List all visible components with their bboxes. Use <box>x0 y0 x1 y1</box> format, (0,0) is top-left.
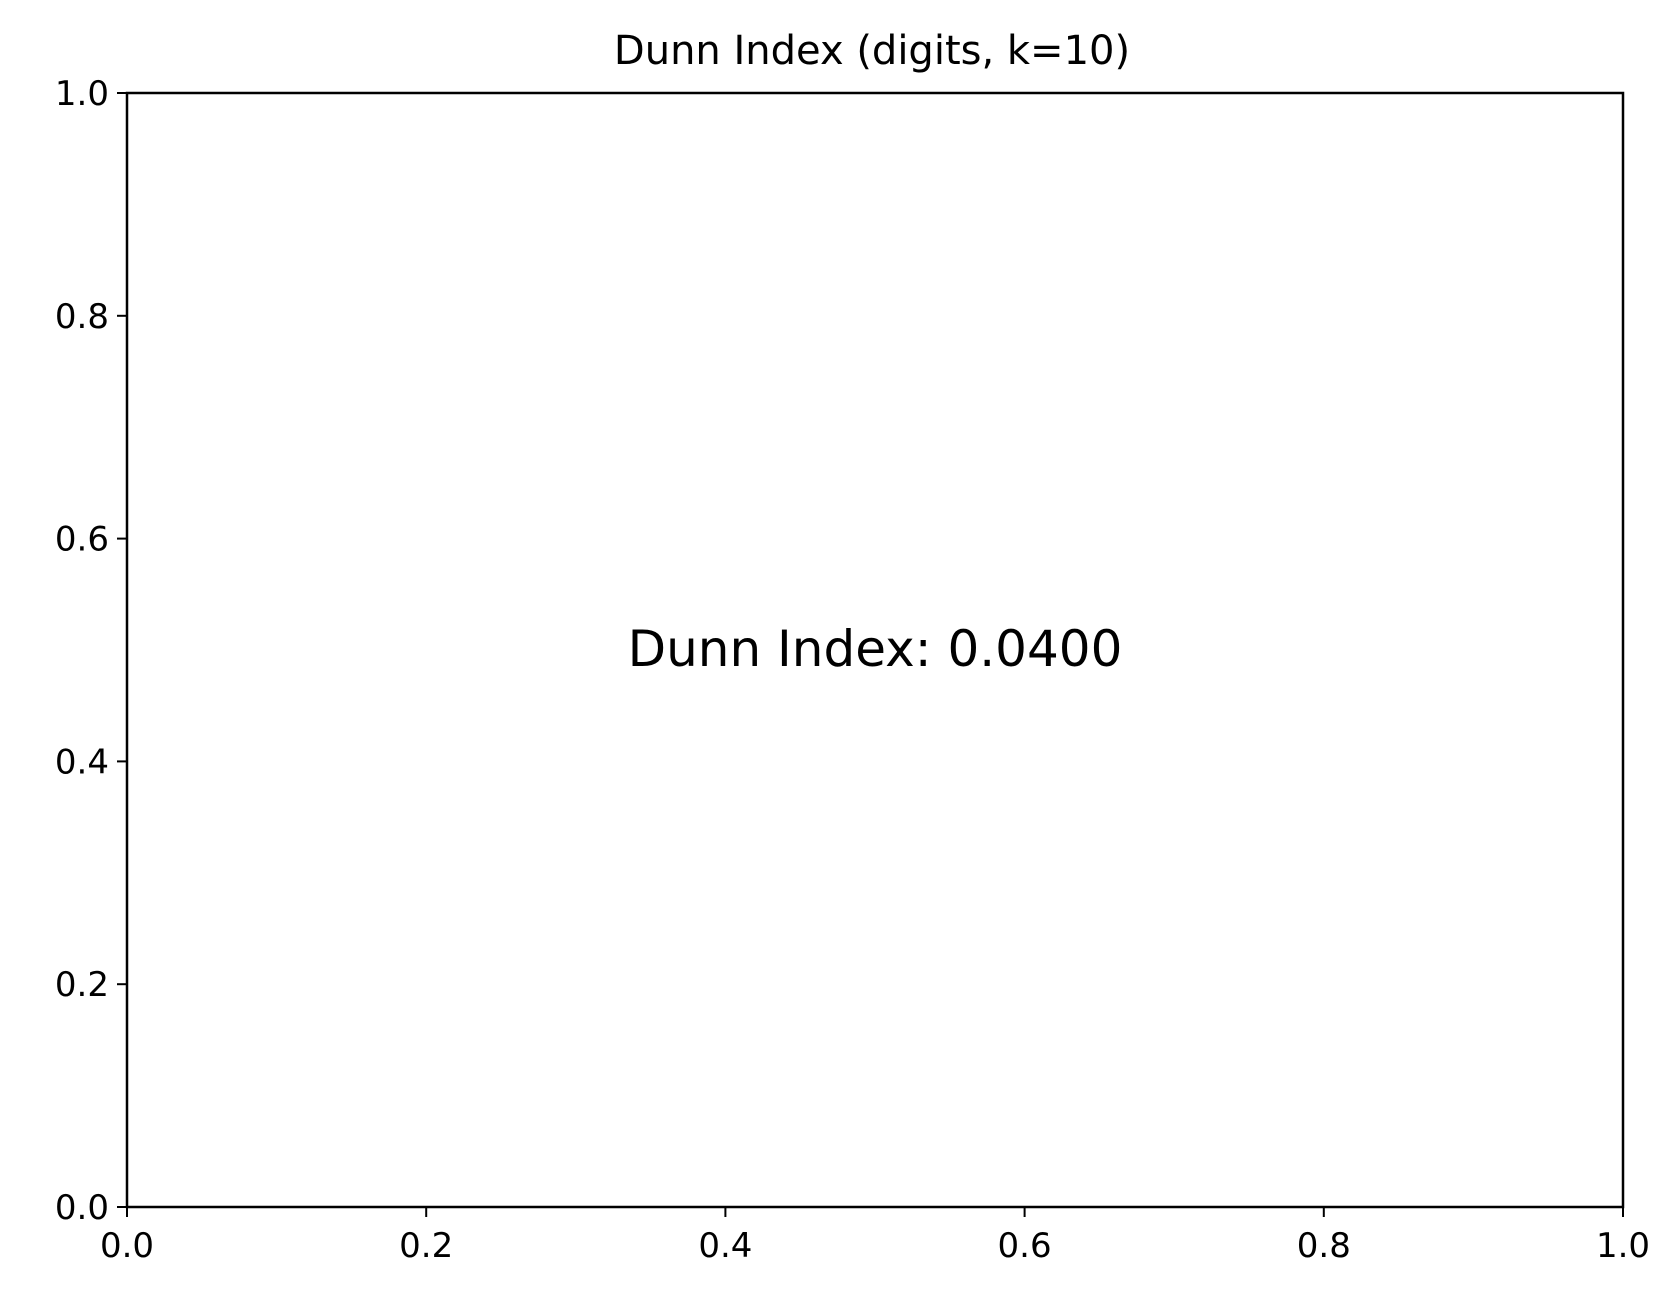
annotations: Dunn Index: 0.0400 <box>628 620 1123 678</box>
y-tick-label: 0.4 <box>55 742 109 782</box>
chart-title: Dunn Index (digits, k=10) <box>614 28 1130 74</box>
x-tick-label: 0.8 <box>1297 1226 1351 1266</box>
y-tick-label: 1.0 <box>55 74 109 114</box>
y-axis: 0.0 0.2 0.4 0.6 0.8 1.0 <box>55 74 127 1228</box>
x-axis: 0.0 0.2 0.4 0.6 0.8 1.0 <box>100 1207 1650 1266</box>
annotation-text: Dunn Index: 0.0400 <box>628 620 1123 678</box>
y-tick-label: 0.0 <box>55 1188 109 1228</box>
x-tick-label: 0.6 <box>998 1226 1052 1266</box>
y-tick-label: 0.2 <box>55 965 109 1005</box>
y-tick-label: 0.8 <box>55 297 109 337</box>
plot-frame <box>125 91 1625 1209</box>
x-tick-label: 0.4 <box>698 1226 752 1266</box>
x-tick-label: 0.2 <box>399 1226 453 1266</box>
x-tick-label: 0.0 <box>100 1226 154 1266</box>
x-tick-label: 1.0 <box>1596 1226 1650 1266</box>
y-tick-label: 0.6 <box>55 520 109 560</box>
